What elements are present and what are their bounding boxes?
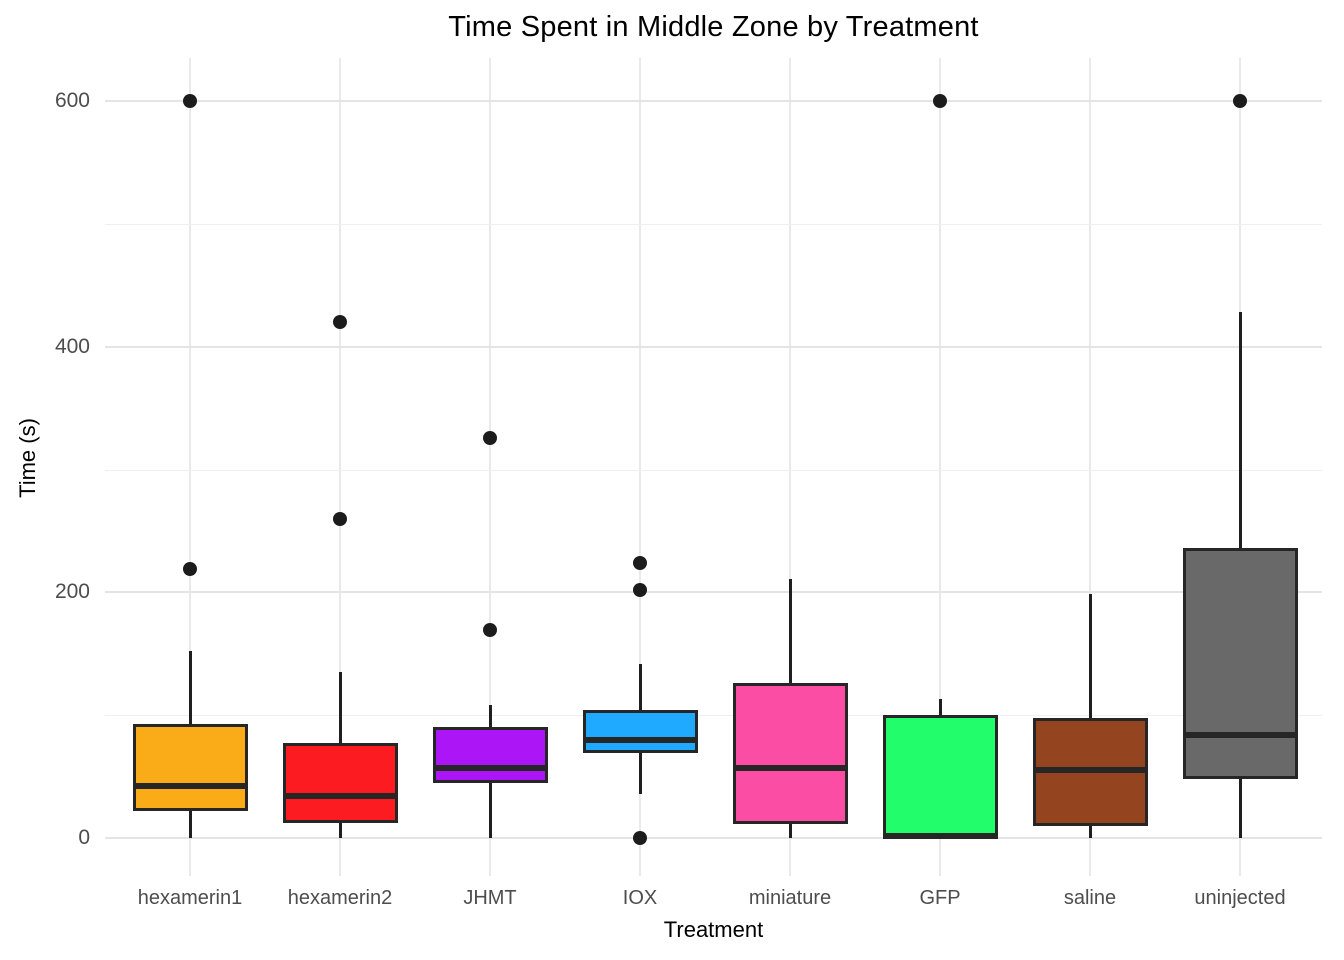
outlier-dot: [633, 555, 647, 570]
median-line: [582, 736, 698, 743]
outlier-dot: [483, 430, 497, 445]
gridline-minor: [105, 224, 1322, 225]
gridline-major: [105, 837, 1322, 839]
median-line: [1032, 767, 1148, 774]
lower-whisker: [489, 782, 492, 838]
x-category-label: saline: [1063, 887, 1117, 909]
outlier-dot: [933, 94, 947, 108]
chart-title: Time Spent in Middle Zone by Treatment: [448, 11, 979, 43]
lower-whisker: [1089, 825, 1092, 838]
outlier-dot: [333, 511, 347, 526]
outlier-dot: [633, 831, 647, 845]
upper-whisker: [339, 672, 342, 744]
upper-whisker: [1239, 312, 1242, 549]
y-tick-label: 400: [54, 335, 90, 358]
box-hexamerin2: [282, 743, 398, 824]
lower-whisker: [1239, 779, 1242, 838]
x-category-label: hexamerin1: [137, 887, 243, 909]
gridline-minor: [105, 715, 1322, 716]
box-IOX: [582, 710, 698, 754]
outlier-dot: [333, 315, 347, 330]
y-tick-label: 0: [78, 826, 90, 849]
x-category-label: uninjected: [1194, 887, 1286, 909]
gridline-vertical: [1089, 58, 1091, 876]
upper-whisker: [639, 663, 642, 711]
lower-whisker: [339, 823, 342, 838]
gridline-vertical: [189, 58, 191, 876]
box-uninjected: [1182, 548, 1298, 780]
outlier-dot: [183, 561, 197, 576]
y-tick-label: 600: [54, 89, 90, 112]
gridline-major: [105, 346, 1322, 348]
outlier-dot: [183, 94, 197, 108]
median-line: [882, 832, 998, 839]
lower-whisker: [789, 824, 792, 838]
x-category-label: JHMT: [463, 887, 517, 909]
gridline-vertical: [489, 58, 491, 876]
median-line: [432, 764, 548, 771]
x-category-label: IOX: [622, 887, 658, 909]
gridline-major: [105, 100, 1322, 102]
median-line: [1182, 731, 1298, 738]
x-axis-title: Treatment: [663, 917, 764, 942]
gridline-vertical: [639, 58, 641, 876]
upper-whisker: [489, 705, 492, 728]
x-category-label: hexamerin2: [287, 887, 393, 909]
upper-whisker: [939, 699, 942, 716]
upper-whisker: [189, 651, 192, 724]
lower-whisker: [639, 753, 642, 794]
box-hexamerin1: [132, 723, 248, 811]
gridline-minor: [105, 470, 1322, 471]
outlier-dot: [483, 623, 497, 638]
lower-whisker: [189, 810, 192, 838]
y-tick-label: 200: [54, 580, 90, 603]
box-GFP: [882, 715, 998, 838]
x-category-label: miniature: [748, 887, 832, 909]
gridline-vertical: [339, 58, 341, 876]
gridline-vertical: [939, 58, 941, 876]
median-line: [282, 793, 398, 800]
gridline-vertical: [789, 58, 791, 876]
median-line: [132, 783, 248, 790]
upper-whisker: [789, 578, 792, 684]
median-line: [732, 764, 848, 771]
upper-whisker: [1089, 593, 1092, 718]
x-category-label: GFP: [919, 887, 961, 909]
gridline-major: [105, 591, 1322, 593]
outlier-dot: [1233, 94, 1247, 108]
box-JHMT: [432, 727, 548, 783]
box-miniature: [732, 683, 848, 825]
outlier-dot: [633, 582, 647, 597]
